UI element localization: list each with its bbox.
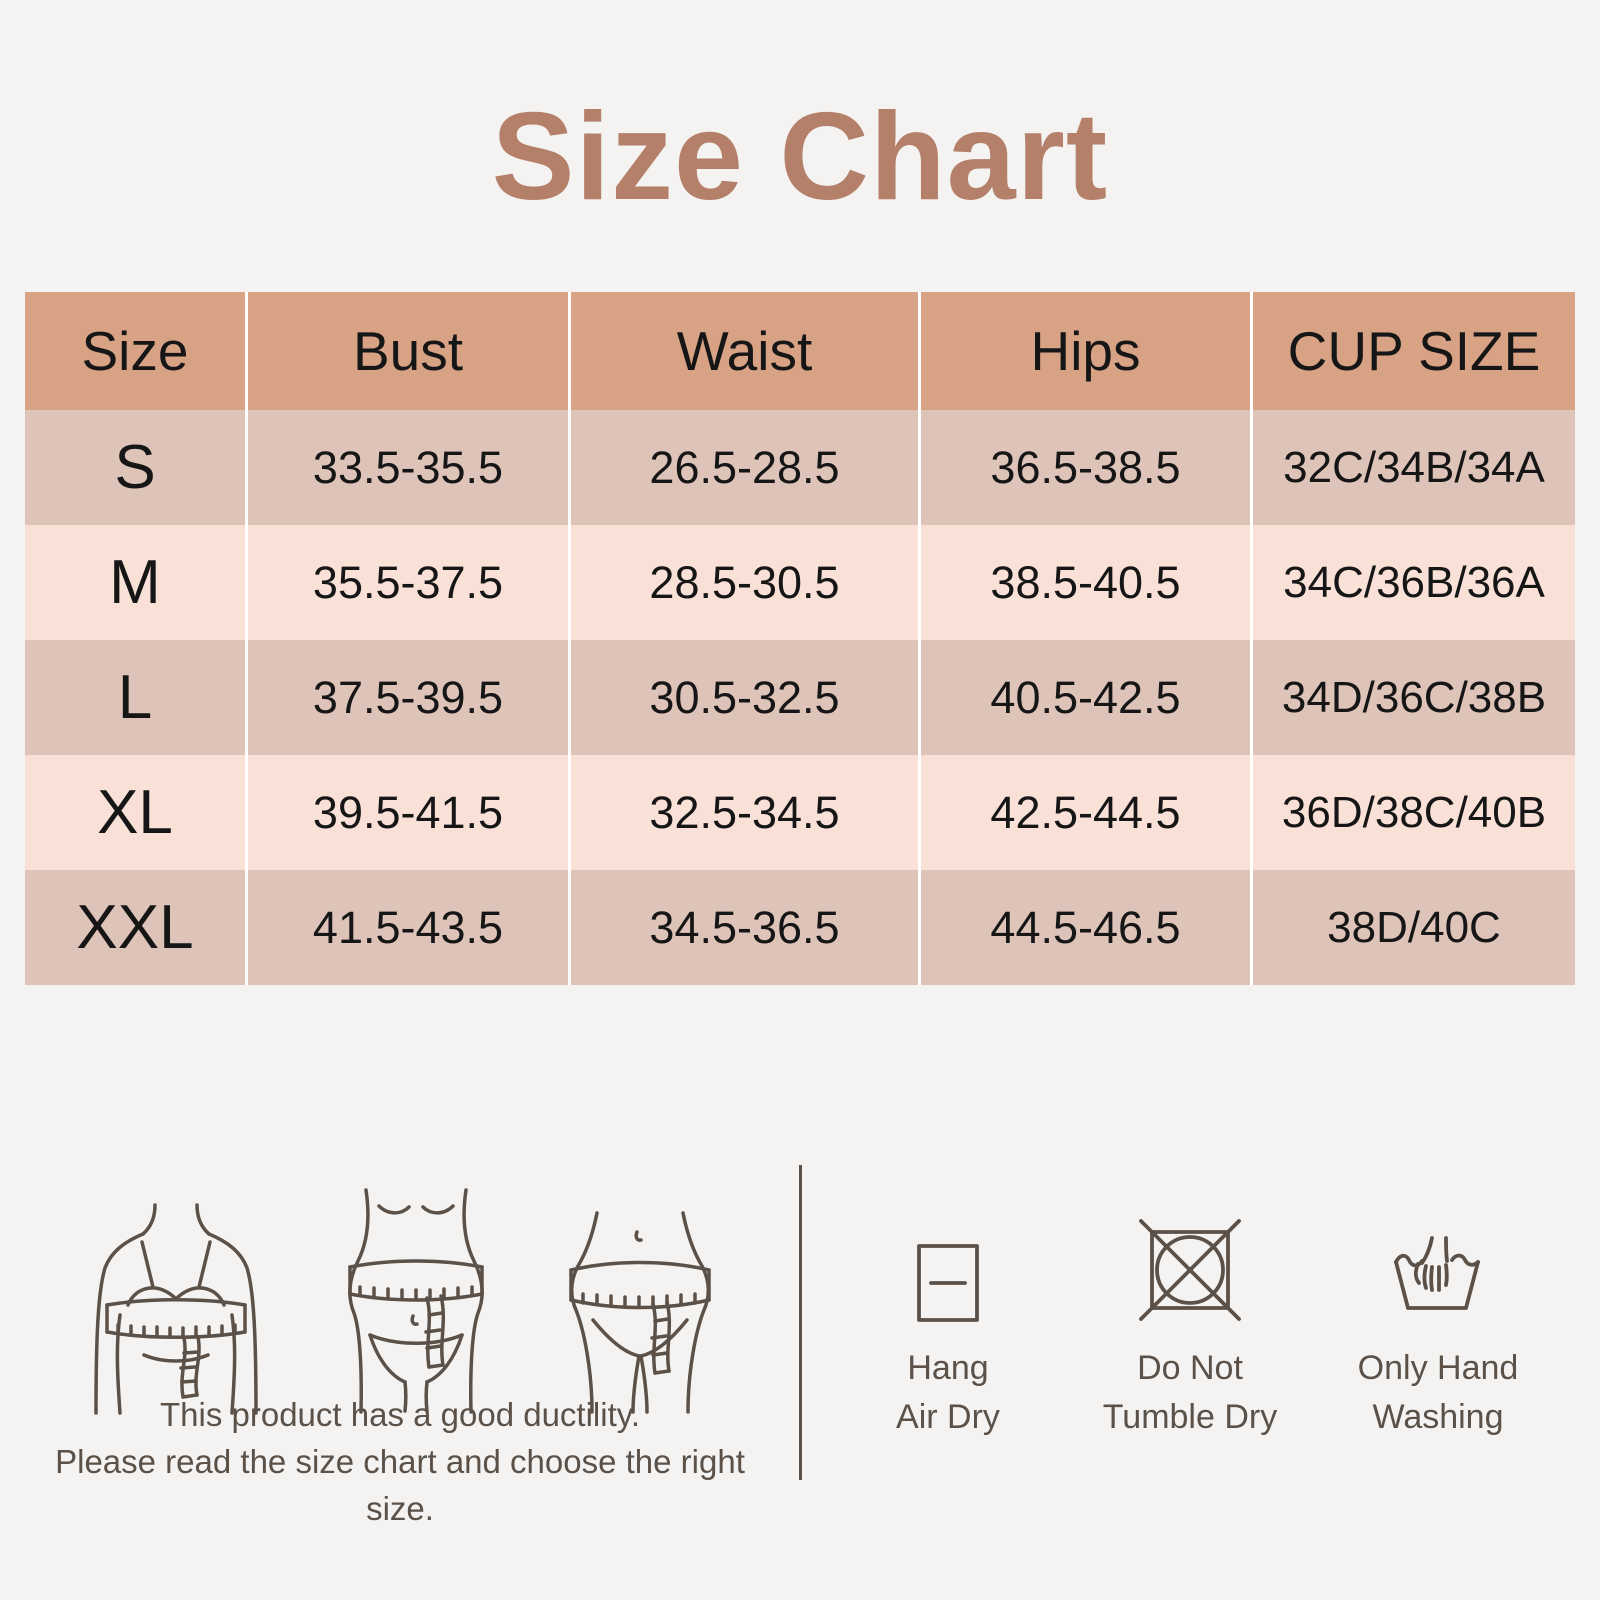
care-label-line: Tumble Dry [1102, 1398, 1278, 1437]
note-line-2: Please read the size chart and choose th… [55, 1442, 745, 1527]
care-label-line: Air Dry [896, 1398, 1000, 1437]
table-row-xxl: XXL 41.5-43.5 34.5-36.5 44.5-46.5 38D/40… [25, 870, 1575, 985]
cup-cell: 38D/40C [1250, 870, 1575, 985]
table-row-s: S 33.5-35.5 26.5-28.5 36.5-38.5 32C/34B/… [25, 410, 1575, 525]
hips-measure-icon [569, 1211, 711, 1414]
hand-wash-only-icon [1394, 1236, 1480, 1310]
table-header-row: Size Bust Waist Hips CUP SIZE [25, 292, 1575, 410]
table-row-l: L 37.5-39.5 30.5-32.5 40.5-42.5 34D/36C/… [25, 640, 1575, 755]
waist-cell: 28.5-30.5 [568, 525, 918, 640]
hips-cell: 42.5-44.5 [918, 755, 1250, 870]
section-divider [799, 1165, 802, 1480]
size-cell: XL [97, 778, 173, 847]
measurement-illustrations [40, 1187, 760, 1415]
size-table: Size Bust Waist Hips CUP SIZE S 33.5-35.… [25, 292, 1575, 985]
table-row-xl: XL 39.5-41.5 32.5-34.5 42.5-44.5 36D/38C… [25, 755, 1575, 870]
hips-cell: 44.5-46.5 [918, 870, 1250, 985]
header-bust: Bust [245, 292, 568, 410]
bust-cell: 33.5-35.5 [245, 410, 568, 525]
bust-cell: 39.5-41.5 [245, 755, 568, 870]
do-not-tumble-dry-icon [1139, 1219, 1241, 1321]
hang-air-dry-icon [917, 1244, 979, 1322]
cup-cell: 34D/36C/38B [1250, 640, 1575, 755]
hips-cell: 40.5-42.5 [918, 640, 1250, 755]
care-hang-air-dry: Hang Air Dry [818, 1232, 1078, 1443]
bust-cell: 41.5-43.5 [245, 870, 568, 985]
size-cell: S [114, 433, 156, 502]
waist-measure-icon [348, 1188, 484, 1414]
note-line-1: This product has a good ductility. [160, 1396, 640, 1433]
waist-cell: 34.5-36.5 [568, 870, 918, 985]
waist-cell: 32.5-34.5 [568, 755, 918, 870]
care-do-not-tumble-dry: Do Not Tumble Dry [1060, 1219, 1320, 1443]
waist-cell: 30.5-32.5 [568, 640, 918, 755]
care-label-line: Washing [1372, 1398, 1504, 1437]
bust-measure-icon [94, 1203, 258, 1415]
hips-cell: 38.5-40.5 [918, 525, 1250, 640]
care-hand-wash-only: Only Hand Washing [1308, 1232, 1568, 1443]
bust-cell: 37.5-39.5 [245, 640, 568, 755]
page-title: Size Chart [491, 88, 1109, 226]
header-cup-size: CUP SIZE [1250, 292, 1575, 410]
header-size: Size [81, 320, 189, 382]
size-note: This product has a good ductility. Pleas… [30, 1392, 770, 1533]
cup-cell: 34C/36B/36A [1250, 525, 1575, 640]
care-label-line: Hang [907, 1349, 989, 1387]
header-waist: Waist [568, 292, 918, 410]
care-label-line: Do Not [1137, 1349, 1243, 1387]
cup-cell: 36D/38C/40B [1250, 755, 1575, 870]
size-cell: XXL [76, 893, 194, 962]
size-cell: M [109, 548, 161, 617]
hips-cell: 36.5-38.5 [918, 410, 1250, 525]
waist-cell: 26.5-28.5 [568, 410, 918, 525]
size-cell: L [117, 663, 153, 732]
care-label-line: Only Hand [1357, 1349, 1519, 1387]
bust-cell: 35.5-37.5 [245, 525, 568, 640]
header-hips: Hips [918, 292, 1250, 410]
cup-cell: 32C/34B/34A [1250, 410, 1575, 525]
table-row-m: M 35.5-37.5 28.5-30.5 38.5-40.5 34C/36B/… [25, 525, 1575, 640]
